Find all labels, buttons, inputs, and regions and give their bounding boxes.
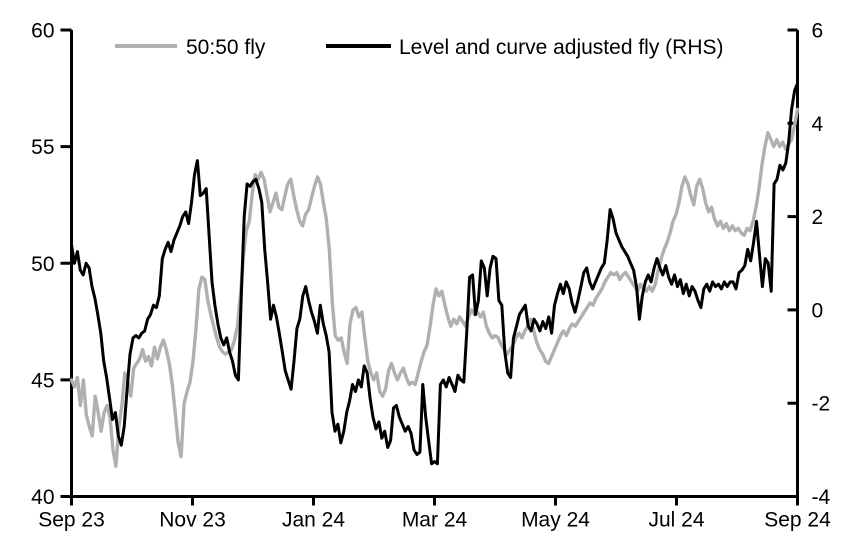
black-series-line <box>70 82 799 466</box>
x-axis-tick-label: Sep 23 <box>38 509 105 532</box>
right-axis-tick-label: 6 <box>812 20 824 43</box>
left-axis-tick-label: 50 <box>31 253 54 276</box>
x-axis-tick-label: Mar 24 <box>402 509 468 532</box>
x-axis-tick-label: Jan 24 <box>282 509 345 532</box>
left-axis-tick-label: 40 <box>31 486 54 509</box>
x-axis-tick-label: Nov 23 <box>159 509 226 532</box>
axes-layer: 60 55 50 45 40 6 4 2 0 -2 -4 Sep 23 Nov 23 Jan 24 Mar … <box>31 20 831 532</box>
legend-gray-label: 50:50 fly <box>186 36 266 59</box>
x-axis-tick-label: May 24 <box>521 509 590 532</box>
right-axis-tick-label: 4 <box>812 113 824 136</box>
axis-frame <box>70 30 799 498</box>
legend-black-label: Level and curve adjusted fly (RHS) <box>399 36 724 59</box>
right-axis-tick-label: 2 <box>812 206 824 229</box>
x-axis-tick-label: Sep 24 <box>764 509 831 532</box>
right-axis-tick-label: -4 <box>812 486 831 509</box>
left-axis-tick-label: 55 <box>31 136 54 159</box>
right-axis-tick-label: 0 <box>812 299 824 322</box>
right-axis-tick-label: -2 <box>812 393 831 416</box>
gray-series-line <box>69 107 800 468</box>
left-axis-tick-label: 60 <box>31 20 54 43</box>
x-axis-tick-label: Jul 24 <box>648 509 704 532</box>
left-axis-tick-label: 45 <box>31 369 54 392</box>
legend: 50:50 fly Level and curve adjusted fly (… <box>115 36 724 59</box>
